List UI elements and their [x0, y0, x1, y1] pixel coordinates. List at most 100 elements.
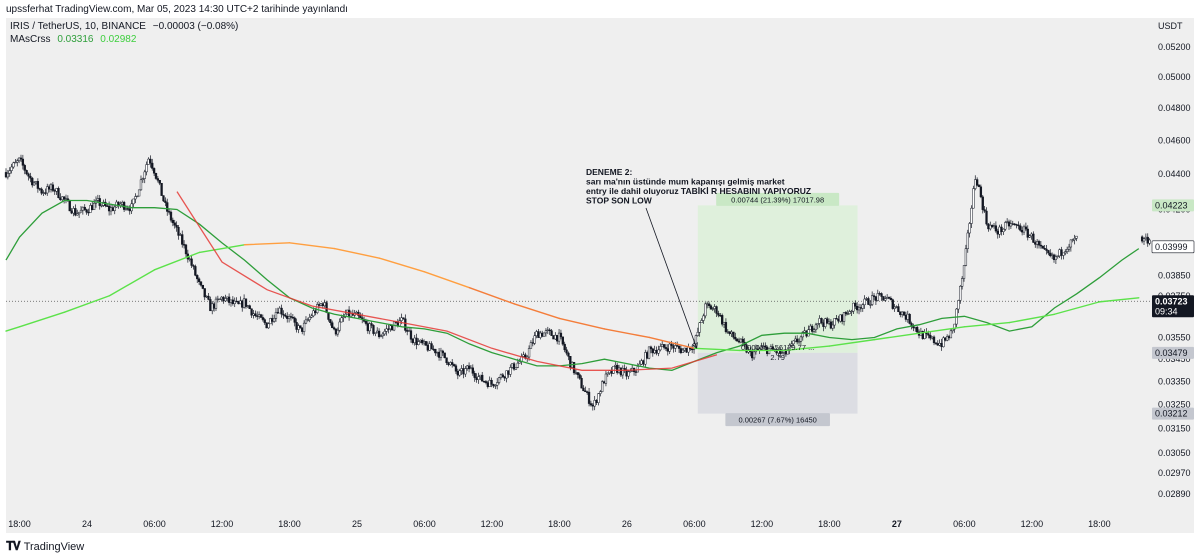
candle-body	[531, 342, 534, 344]
candle-body	[1148, 239, 1151, 244]
candle-body	[342, 316, 345, 319]
candle-body	[852, 302, 855, 312]
candle-body	[175, 224, 178, 228]
candle-body	[672, 345, 675, 349]
candle-body	[284, 314, 287, 317]
candle-body	[764, 345, 767, 348]
candle-body	[561, 336, 564, 345]
candle-body	[1000, 226, 1003, 232]
candle-body	[211, 303, 214, 312]
candle-body	[87, 211, 90, 214]
candle-body	[475, 377, 478, 380]
candle-body	[402, 317, 405, 320]
candle-body	[822, 322, 825, 327]
candle-body	[700, 320, 703, 323]
candle-body	[512, 363, 516, 370]
candle-body	[269, 318, 272, 325]
candle-body	[831, 324, 834, 329]
candle-body	[278, 307, 281, 314]
y-tick-label: 0.03550	[1158, 332, 1191, 342]
candle-body	[421, 339, 424, 344]
candle-body	[846, 313, 849, 315]
candle-body	[644, 352, 647, 365]
candle-body	[945, 336, 949, 341]
candle-body	[1024, 226, 1028, 230]
candle-body	[334, 328, 338, 335]
candle-body	[736, 338, 739, 342]
candle-body	[814, 324, 818, 330]
candle-body	[147, 158, 150, 165]
candle-body	[557, 332, 561, 342]
candle-body	[872, 295, 876, 297]
footer-brand: TradingView	[23, 540, 85, 553]
candle-body	[443, 352, 446, 359]
candle-body	[996, 230, 999, 235]
candle-body	[1020, 230, 1024, 233]
x-tick-label: 24	[82, 519, 92, 529]
candle-body	[17, 157, 21, 161]
candle-body	[634, 371, 638, 373]
candle-body	[417, 341, 420, 345]
candle-body	[121, 201, 124, 205]
candle-body	[179, 234, 182, 236]
candle-body	[407, 330, 411, 332]
indicator-name: MAsCrss	[10, 34, 51, 45]
candle-body	[439, 350, 443, 358]
candle-body	[998, 226, 1001, 235]
candle-body	[72, 208, 75, 214]
candle-body	[874, 296, 878, 301]
candle-body	[57, 188, 60, 198]
candle-body	[589, 403, 593, 406]
candle-body	[910, 323, 913, 326]
candle-body	[790, 343, 793, 346]
candle-body	[190, 258, 193, 266]
x-tick-label: 18:00	[278, 519, 301, 529]
candle-body	[248, 305, 251, 310]
candle-body	[460, 368, 463, 371]
candle-body	[34, 181, 38, 184]
position-target-label-box	[716, 192, 840, 206]
candle-body	[960, 278, 964, 287]
y-tick-label: 0.03250	[1158, 400, 1191, 410]
candle-body	[1026, 228, 1029, 238]
candle-body	[145, 164, 148, 173]
candle-body	[188, 258, 191, 260]
candle-body	[666, 348, 669, 352]
candle-body	[321, 303, 324, 307]
candle-body	[419, 339, 422, 342]
y-tick-label: 0.04400	[1158, 169, 1191, 179]
candle-body	[567, 352, 570, 357]
candle-body	[449, 362, 452, 366]
candle-body	[259, 314, 263, 318]
candle-body	[990, 224, 994, 227]
candle-body	[529, 342, 533, 349]
ma-slow-segment	[1053, 301, 1101, 315]
x-tick-label: 06:00	[413, 519, 436, 529]
ma-slow-segment	[378, 257, 426, 273]
candle-body	[218, 298, 221, 300]
candle-body	[310, 315, 313, 318]
candle-body	[677, 346, 681, 349]
candle-body	[166, 202, 169, 212]
candle-body	[254, 313, 257, 316]
x-tick-label: 26	[622, 519, 632, 529]
ma-slow-segment	[603, 328, 651, 339]
candle-body	[477, 376, 480, 380]
candle-body	[1022, 226, 1026, 233]
candle-body	[479, 374, 482, 377]
candle-body	[164, 200, 167, 203]
candle-body	[160, 182, 163, 196]
candle-body	[383, 331, 386, 335]
candle-body	[154, 172, 158, 179]
candle-body	[901, 311, 904, 315]
candle-body	[469, 367, 473, 370]
candle-body	[231, 299, 235, 304]
candle-body	[308, 316, 311, 321]
candle-body	[707, 303, 711, 306]
candle-body	[696, 331, 699, 336]
candle-body	[21, 158, 25, 166]
symbol-line: IRIS / TetherUS, 10, BINANCE	[10, 21, 146, 32]
candle-body	[1015, 224, 1018, 226]
candle-body	[792, 340, 795, 345]
